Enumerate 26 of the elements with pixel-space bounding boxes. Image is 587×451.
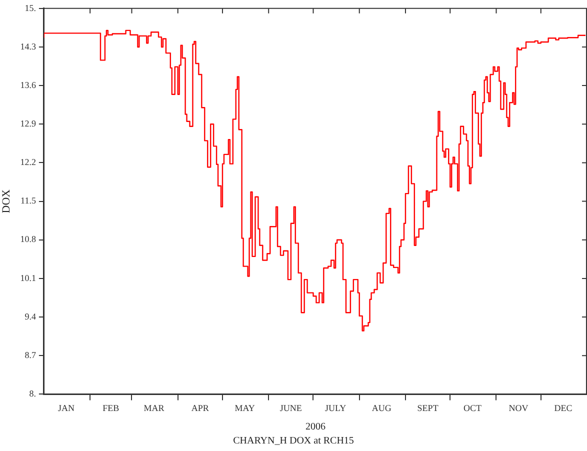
y-tick-label: 8. <box>29 388 36 399</box>
x-tick-label: DEC <box>554 402 572 413</box>
text: CHARYN_H DOX at RCH15 <box>233 436 354 447</box>
y-tick-label: 9.4 <box>24 311 36 322</box>
x-tick-label: JAN <box>58 402 76 413</box>
x-tick-label: APR <box>191 402 209 413</box>
x-tick-label: MAY <box>234 402 256 413</box>
x-tick-label: SEPT <box>417 402 439 413</box>
x-tick-label: NOV <box>508 402 529 413</box>
y-tick-label: 12.9 <box>20 118 36 128</box>
y-tick-label: 11.5 <box>20 196 36 206</box>
x-tick-label: AUG <box>372 402 392 413</box>
y-tick-label: 12.2 <box>20 157 36 168</box>
y-tick-label: 15. <box>24 2 36 13</box>
x-tick-label: JULY <box>325 402 347 413</box>
x-tick-label: FEB <box>102 402 120 413</box>
x-tick-label: JUNE <box>280 402 302 413</box>
y-tick-label: 14.3 <box>20 41 36 52</box>
y-tick-label: 13.6 <box>20 80 36 90</box>
x-tick-label: MAR <box>144 402 164 413</box>
y-tick-label: 10.8 <box>20 234 36 244</box>
x-axis-title: 2006 <box>305 422 326 433</box>
x-tick-label: OCT <box>463 402 482 413</box>
y-tick-label: 8.7 <box>24 350 36 360</box>
y-axis-title: DOX <box>0 189 12 214</box>
y-tick-label: 10.1 <box>20 272 36 283</box>
